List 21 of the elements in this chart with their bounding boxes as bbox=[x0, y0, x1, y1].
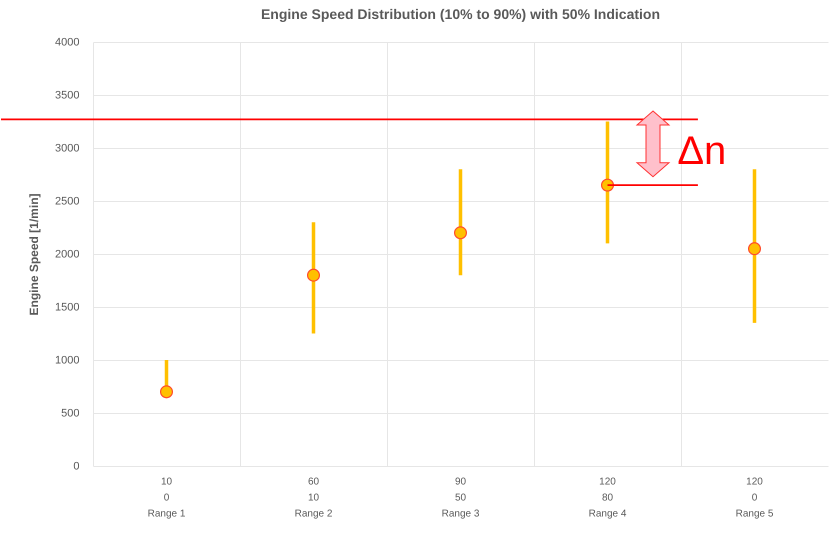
y-tick-label: 0 bbox=[73, 460, 80, 472]
point bbox=[306, 268, 320, 282]
y-tick-label: 1000 bbox=[55, 354, 80, 366]
chart-title: Engine Speed Distribution (10% to 90%) with 50% Indication bbox=[260, 6, 660, 22]
y-tick-label: 3000 bbox=[55, 142, 80, 154]
x-tick-label: 120 80 Range 4 bbox=[588, 476, 627, 520]
point bbox=[454, 226, 468, 240]
x-tick-label: 90 50 Range 3 bbox=[442, 476, 480, 520]
y-tick-label: 2000 bbox=[55, 248, 80, 260]
x-tick-label: 120 0 Range 5 bbox=[736, 476, 774, 520]
y-tick-label: 2500 bbox=[55, 196, 80, 208]
x-tick-label: 10 0 Range 1 bbox=[148, 476, 186, 520]
point bbox=[160, 385, 174, 398]
y-tick-label: 4000 bbox=[55, 36, 80, 48]
point bbox=[748, 242, 762, 256]
x-tick-label: 60 10 Range 2 bbox=[294, 476, 333, 520]
y-tick-label: 3500 bbox=[55, 90, 80, 102]
annotation: Δn bbox=[677, 129, 726, 174]
y-tick-label: 1500 bbox=[55, 302, 80, 314]
y-axis-title: Engine Speed [1/min] bbox=[27, 193, 42, 316]
y-tick-label: 500 bbox=[61, 408, 80, 420]
